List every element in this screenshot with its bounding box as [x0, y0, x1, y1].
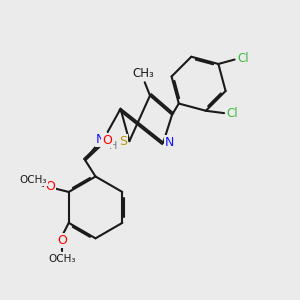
Text: O: O — [45, 181, 55, 194]
Text: H: H — [109, 141, 117, 151]
Text: O: O — [102, 134, 112, 147]
Text: OCH₃: OCH₃ — [20, 175, 47, 185]
Text: Cl: Cl — [237, 52, 249, 64]
Text: OCH₃: OCH₃ — [49, 254, 76, 264]
Text: N: N — [96, 133, 106, 146]
Text: O: O — [57, 234, 67, 247]
Text: S: S — [119, 135, 127, 148]
Text: Cl: Cl — [226, 107, 238, 120]
Text: N: N — [165, 136, 174, 149]
Text: CH₃: CH₃ — [132, 67, 154, 80]
